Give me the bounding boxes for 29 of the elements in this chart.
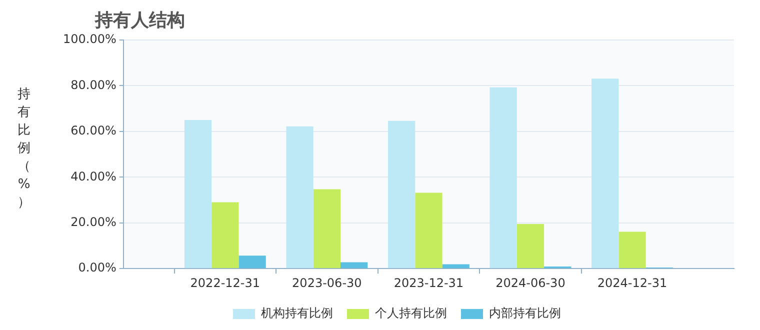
x-tick-label: 2023-06-30 (292, 276, 362, 290)
y-tick-label: 80.00% (70, 78, 116, 92)
bar (415, 192, 442, 268)
legend-label: 个人持有比例 (375, 306, 447, 320)
bar (490, 87, 517, 268)
x-tick-label: 2024-12-31 (597, 276, 668, 290)
y-axis-title: 持有比例（%） (16, 86, 32, 212)
bar (184, 120, 212, 268)
y-tick-label: 20.00% (70, 215, 116, 230)
bar (516, 224, 544, 268)
bar (618, 232, 646, 268)
legend-label: 机构持有比例 (261, 306, 333, 320)
bar (442, 264, 470, 268)
y-tick-label: 0.00% (78, 260, 116, 275)
bar (340, 262, 368, 268)
bar (286, 126, 314, 268)
bar (388, 120, 416, 268)
bar (313, 189, 340, 268)
legend-label: 内部持有比例 (489, 306, 561, 320)
y-tick-label: 100.00% (63, 32, 116, 46)
x-tick-label: 2022-12-31 (190, 276, 260, 290)
bar (592, 78, 619, 268)
y-tick-label: 40.00% (70, 169, 116, 184)
y-tick-label: 60.00% (70, 124, 116, 138)
bar (212, 202, 239, 268)
x-tick-label: 2024-06-30 (496, 276, 566, 290)
bar (238, 256, 266, 268)
chart-title: 持有人结构 (95, 9, 185, 32)
x-tick-label: 2023-12-31 (394, 276, 464, 290)
